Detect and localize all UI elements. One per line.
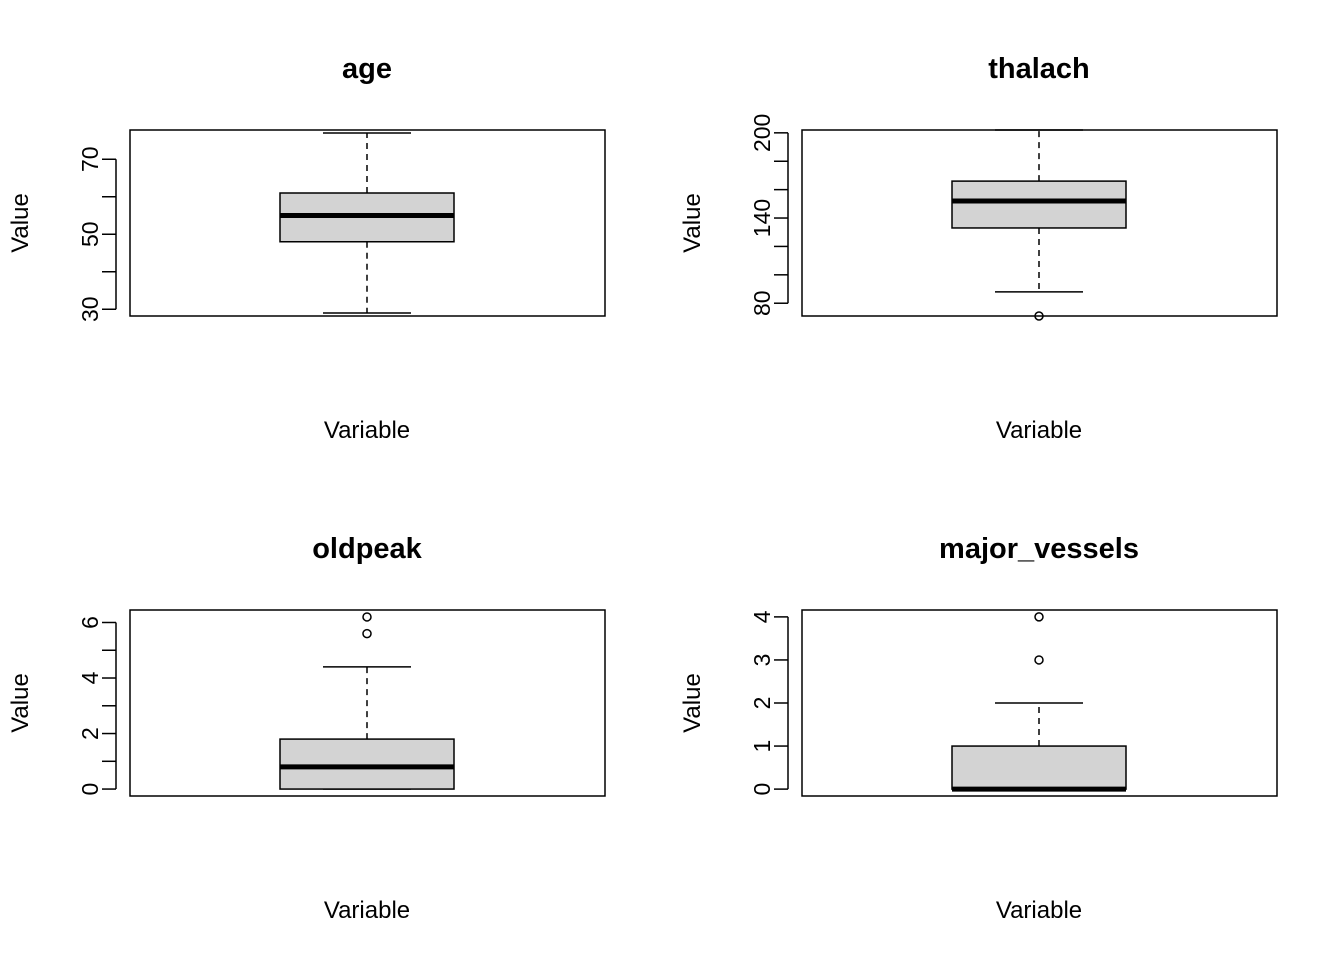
chart-title: age (342, 53, 392, 85)
plot-frame (129, 129, 606, 317)
y-tick-label: 140 (749, 199, 775, 237)
chart-title: oldpeak (312, 533, 422, 565)
y-tick-label: 3 (749, 654, 775, 667)
x-axis-label: Variable (996, 897, 1082, 924)
x-axis-label: Variable (324, 897, 410, 924)
y-tick-label: 2 (749, 697, 775, 710)
y-tick-label: 0 (77, 783, 103, 796)
plot-frame (801, 609, 1278, 797)
iqr-box (279, 738, 455, 790)
chart-title: major_vessels (939, 533, 1139, 565)
outlier-point (1034, 612, 1044, 622)
iqr-box (951, 745, 1127, 790)
outlier-point (362, 612, 372, 622)
y-axis-label: Value (679, 193, 706, 253)
outlier-point (1034, 655, 1044, 665)
outlier-point (362, 628, 372, 639)
x-axis-label: Variable (324, 417, 410, 444)
chart-panel-oldpeak: oldpeak Variable Value 0 2 4 6 (7, 533, 606, 924)
chart-title: thalach (988, 53, 1090, 85)
y-tick-label: 2 (77, 727, 103, 740)
y-tick-label: 0 (749, 783, 775, 796)
outlier-point (1034, 311, 1044, 321)
chart-panel-age: age Variable Value 30 50 70 (7, 53, 606, 444)
chart-panel-major-vessels: major_vessels Variable Value 0 1 2 3 4 (679, 533, 1278, 924)
y-tick-label: 4 (749, 610, 775, 623)
chart-panel-thalach: thalach Variable Value 80 140 200 (679, 53, 1278, 444)
y-tick-label: 200 (749, 114, 775, 152)
y-tick-label: 50 (77, 221, 103, 247)
y-tick-label: 1 (749, 740, 775, 753)
plot-frame (129, 609, 606, 797)
y-axis-label: Value (679, 673, 706, 733)
y-axis-label: Value (7, 193, 34, 253)
y-tick-label: 80 (749, 290, 775, 316)
y-axis-label: Value (7, 673, 34, 733)
iqr-box (951, 180, 1127, 229)
y-tick-label: 6 (77, 616, 103, 629)
y-tick-label: 30 (77, 296, 103, 322)
y-tick-label: 70 (77, 146, 103, 172)
x-axis-label: Variable (996, 417, 1082, 444)
y-tick-label: 4 (77, 671, 103, 684)
